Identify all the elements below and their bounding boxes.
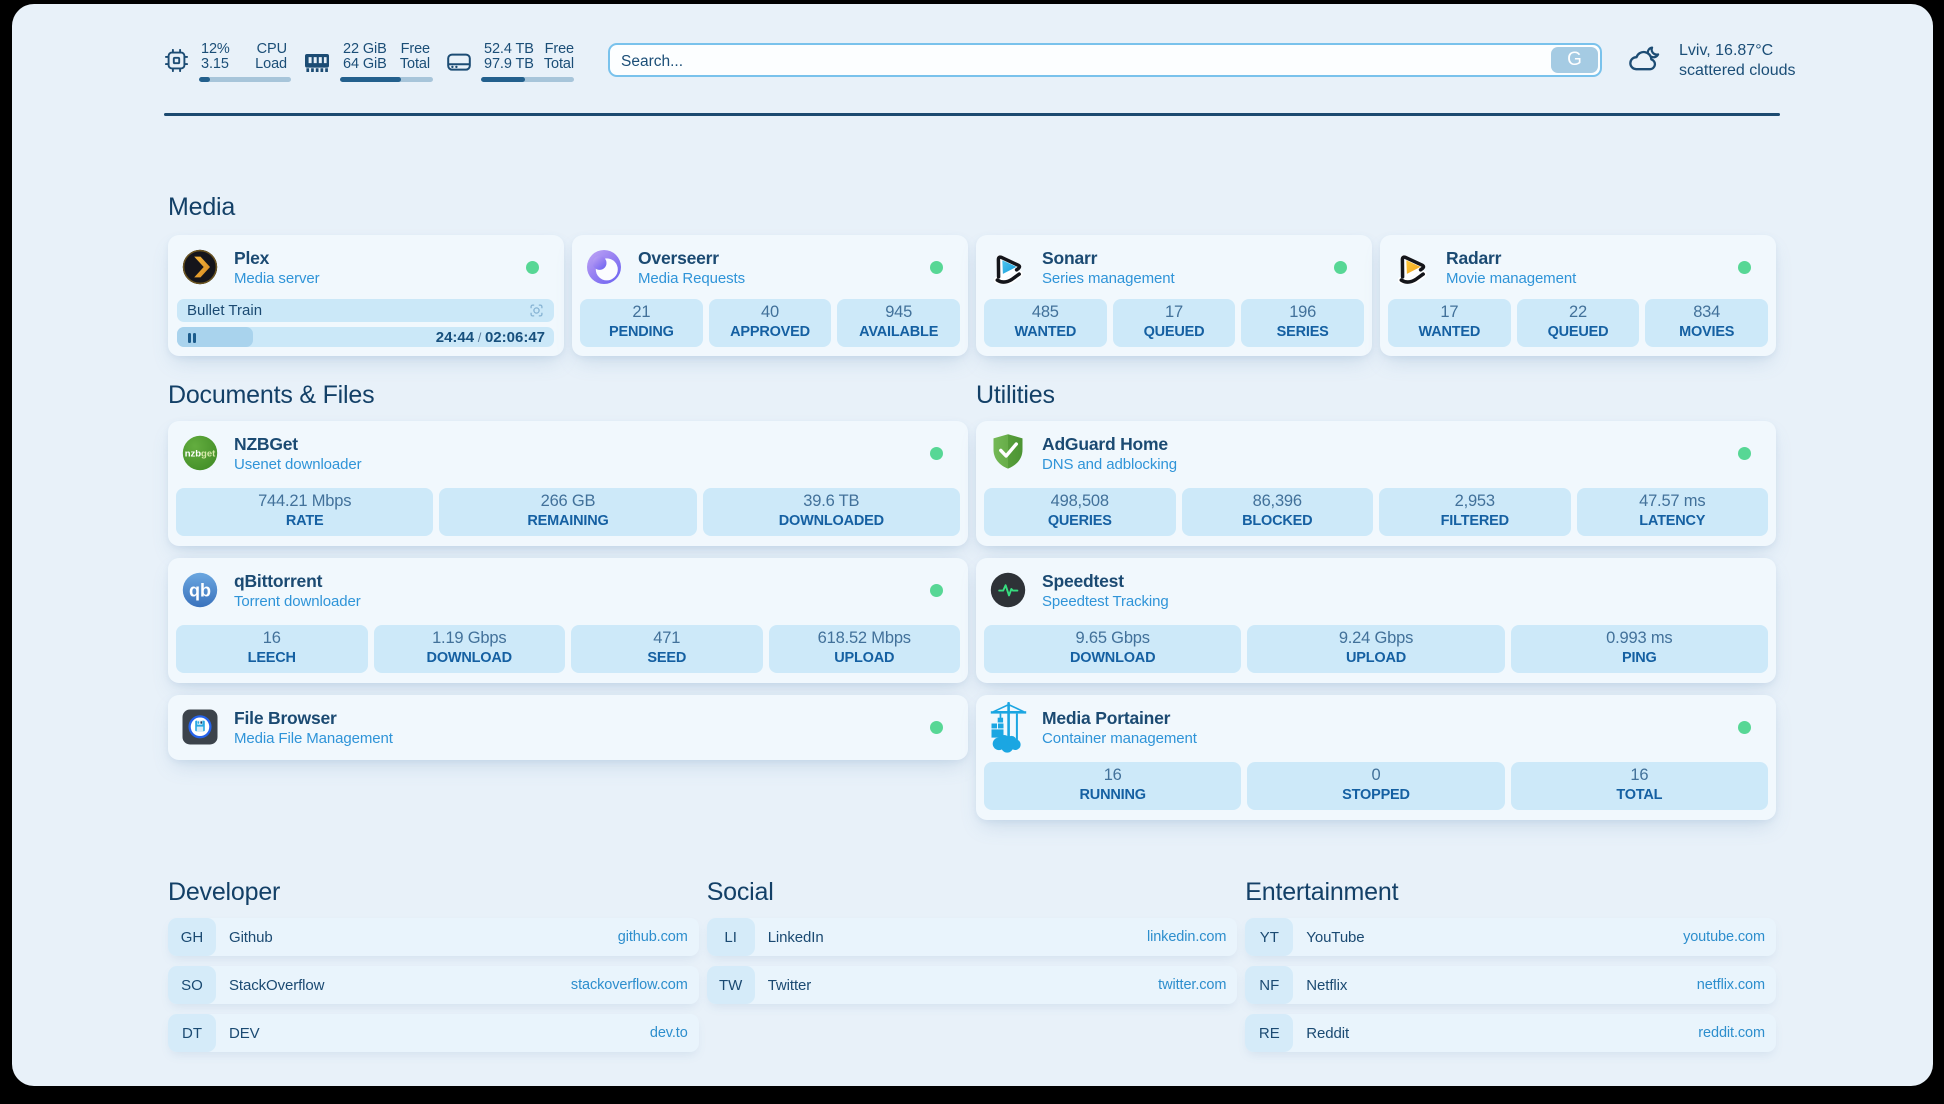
svg-text:qb: qb bbox=[189, 581, 211, 601]
svg-text:nzbget: nzbget bbox=[185, 448, 216, 459]
